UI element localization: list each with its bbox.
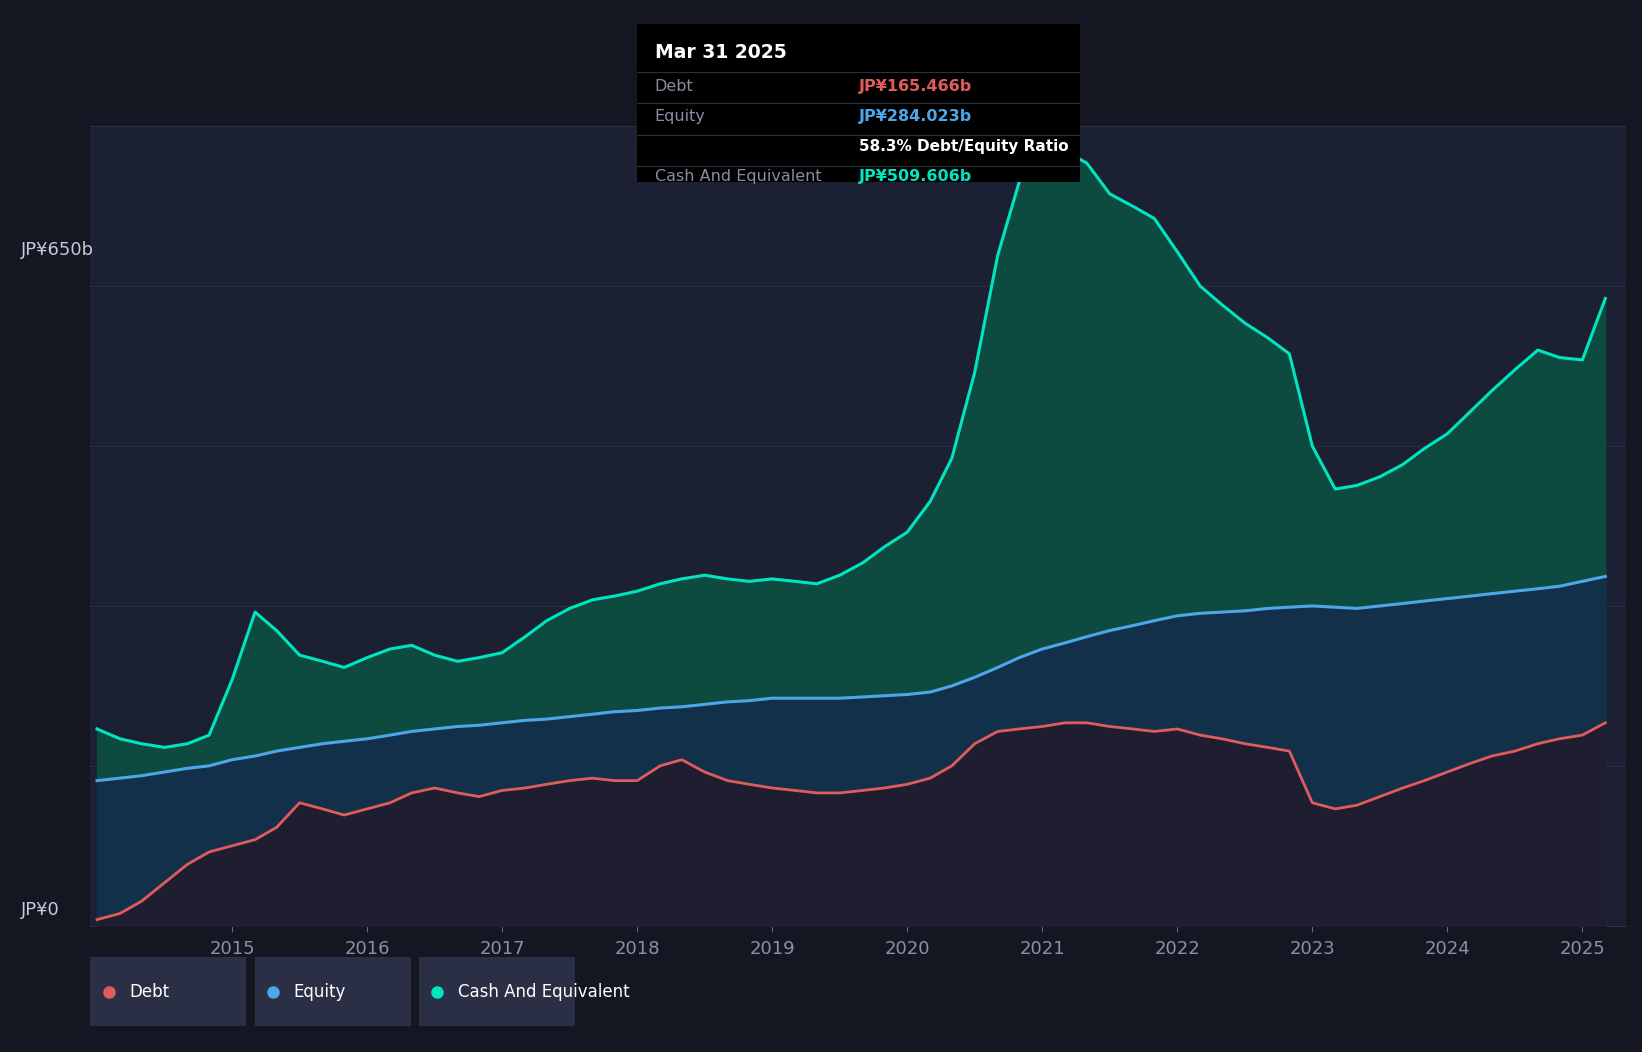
Text: JP¥0: JP¥0: [21, 901, 61, 918]
Text: JP¥509.606b: JP¥509.606b: [859, 169, 972, 184]
Text: Debt: Debt: [130, 983, 169, 1000]
Text: JP¥284.023b: JP¥284.023b: [859, 109, 972, 124]
Text: Equity: Equity: [294, 983, 346, 1000]
Text: JP¥650b: JP¥650b: [21, 241, 94, 259]
Text: 58.3% Debt/Equity Ratio: 58.3% Debt/Equity Ratio: [859, 140, 1069, 155]
Text: Equity: Equity: [655, 109, 706, 124]
Text: Cash And Equivalent: Cash And Equivalent: [655, 169, 821, 184]
Text: Debt: Debt: [655, 79, 693, 95]
Text: JP¥165.466b: JP¥165.466b: [859, 79, 972, 95]
Text: Mar 31 2025: Mar 31 2025: [655, 43, 787, 62]
Text: Cash And Equivalent: Cash And Equivalent: [458, 983, 629, 1000]
